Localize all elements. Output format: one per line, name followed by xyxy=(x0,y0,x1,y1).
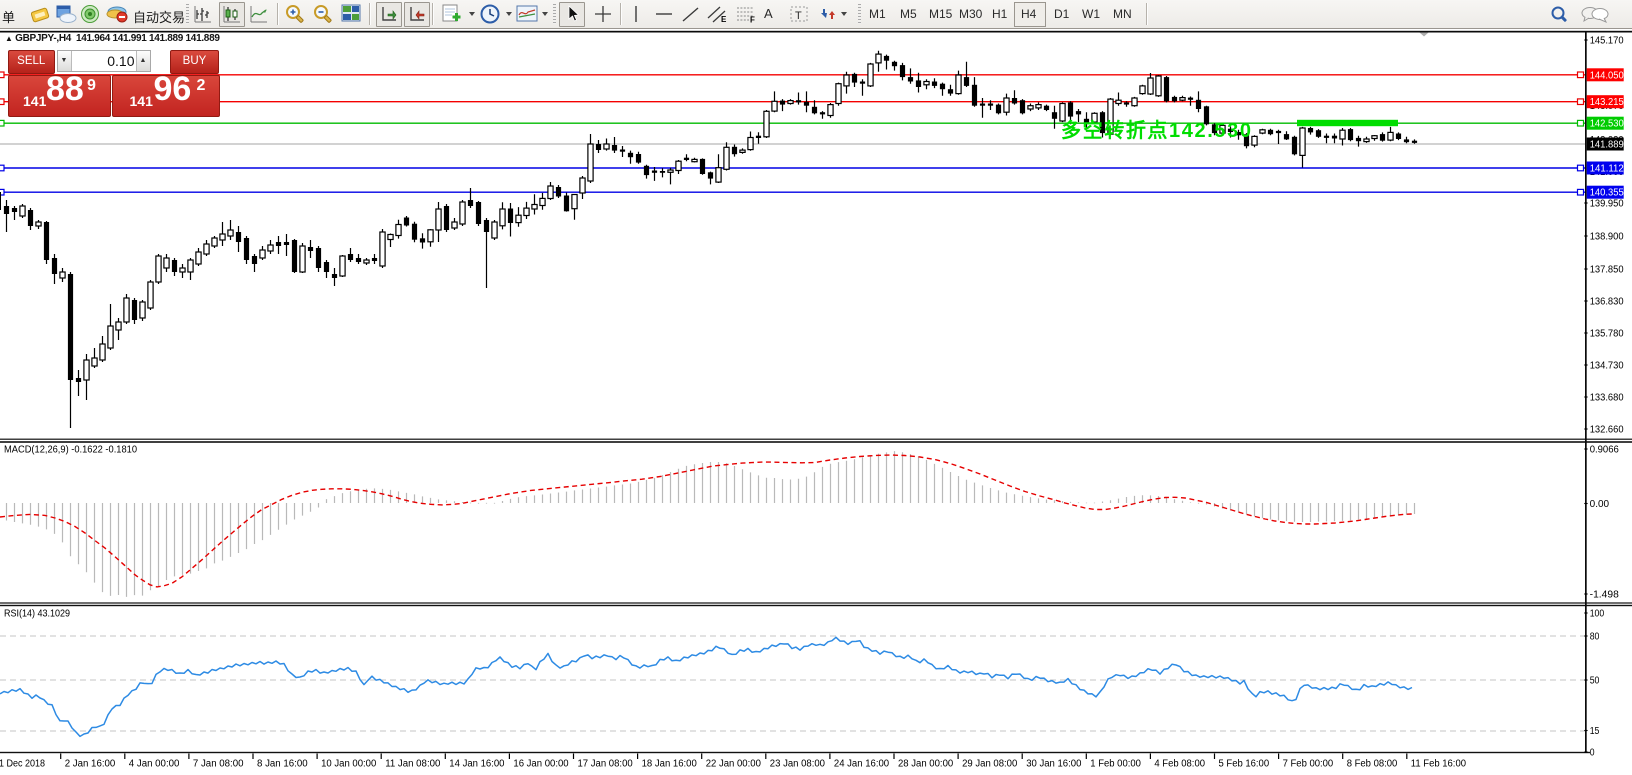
svg-text:136.830: 136.830 xyxy=(1590,297,1624,308)
svg-text:100: 100 xyxy=(1590,609,1605,620)
svg-text:144.050: 144.050 xyxy=(1590,70,1625,81)
svg-text:15: 15 xyxy=(1590,726,1600,737)
svg-text:1 Feb 00:00: 1 Feb 00:00 xyxy=(1090,759,1141,770)
svg-text:11 Feb 16:00: 11 Feb 16:00 xyxy=(1411,759,1467,770)
svg-text:8 Jan 16:00: 8 Jan 16:00 xyxy=(257,759,308,770)
svg-text:-1.498: -1.498 xyxy=(1590,590,1620,601)
svg-text:7 Jan 08:00: 7 Jan 08:00 xyxy=(193,759,244,770)
svg-text:135.780: 135.780 xyxy=(1590,329,1624,340)
svg-text:24 Jan 16:00: 24 Jan 16:00 xyxy=(834,759,890,770)
svg-text:0.00: 0.00 xyxy=(1590,499,1610,510)
svg-text:28 Jan 00:00: 28 Jan 00:00 xyxy=(898,759,954,770)
svg-text:14 Jan 16:00: 14 Jan 16:00 xyxy=(449,759,505,770)
svg-text:5 Feb 16:00: 5 Feb 16:00 xyxy=(1219,759,1270,770)
svg-text:138.900: 138.900 xyxy=(1590,232,1624,243)
svg-text:142.530: 142.530 xyxy=(1590,119,1625,130)
svg-text:133.680: 133.680 xyxy=(1590,393,1624,404)
svg-text:多空转折点142.530: 多空转折点142.530 xyxy=(1061,118,1251,142)
svg-text:11 Jan 08:00: 11 Jan 08:00 xyxy=(385,759,441,770)
svg-text:141.889: 141.889 xyxy=(1590,140,1624,151)
svg-text:E: E xyxy=(721,15,727,23)
svg-text:141.112: 141.112 xyxy=(1590,164,1624,175)
svg-text:50: 50 xyxy=(1590,676,1600,687)
svg-text:4 Feb 08:00: 4 Feb 08:00 xyxy=(1154,759,1205,770)
svg-text:139.950: 139.950 xyxy=(1590,199,1624,210)
svg-text:0: 0 xyxy=(1590,748,1595,759)
svg-text:F: F xyxy=(750,16,755,24)
svg-text:140.355: 140.355 xyxy=(1590,188,1625,199)
svg-text:MACD(12,26,9) -0.1622 -0.1810: MACD(12,26,9) -0.1622 -0.1810 xyxy=(4,445,137,456)
svg-text:30 Jan 16:00: 30 Jan 16:00 xyxy=(1026,759,1082,770)
svg-text:31 Dec 2018: 31 Dec 2018 xyxy=(0,759,45,770)
svg-text:132.660: 132.660 xyxy=(1590,425,1624,436)
svg-text:18 Jan 16:00: 18 Jan 16:00 xyxy=(642,759,698,770)
svg-text:134.730: 134.730 xyxy=(1590,361,1624,372)
svg-text:7 Feb 00:00: 7 Feb 00:00 xyxy=(1283,759,1334,770)
svg-text:23 Jan 08:00: 23 Jan 08:00 xyxy=(770,759,826,770)
svg-text:137.850: 137.850 xyxy=(1590,265,1624,276)
svg-text:22 Jan 00:00: 22 Jan 00:00 xyxy=(706,759,762,770)
svg-text:29 Jan 08:00: 29 Jan 08:00 xyxy=(962,759,1018,770)
svg-text:16 Jan 00:00: 16 Jan 00:00 xyxy=(513,759,569,770)
svg-text:4 Jan 00:00: 4 Jan 00:00 xyxy=(129,759,180,770)
svg-text:143.215: 143.215 xyxy=(1590,97,1625,108)
svg-text:80: 80 xyxy=(1590,632,1600,643)
svg-text:2 Jan 16:00: 2 Jan 16:00 xyxy=(65,759,116,770)
svg-text:0.9066: 0.9066 xyxy=(1590,445,1620,456)
svg-text:145.170: 145.170 xyxy=(1590,36,1624,47)
svg-text:10 Jan 00:00: 10 Jan 00:00 xyxy=(321,759,377,770)
svg-text:17 Jan 08:00: 17 Jan 08:00 xyxy=(578,759,634,770)
svg-text:8 Feb 08:00: 8 Feb 08:00 xyxy=(1347,759,1398,770)
svg-text:RSI(14) 43.1029: RSI(14) 43.1029 xyxy=(4,609,70,620)
svg-text:T: T xyxy=(795,10,802,22)
